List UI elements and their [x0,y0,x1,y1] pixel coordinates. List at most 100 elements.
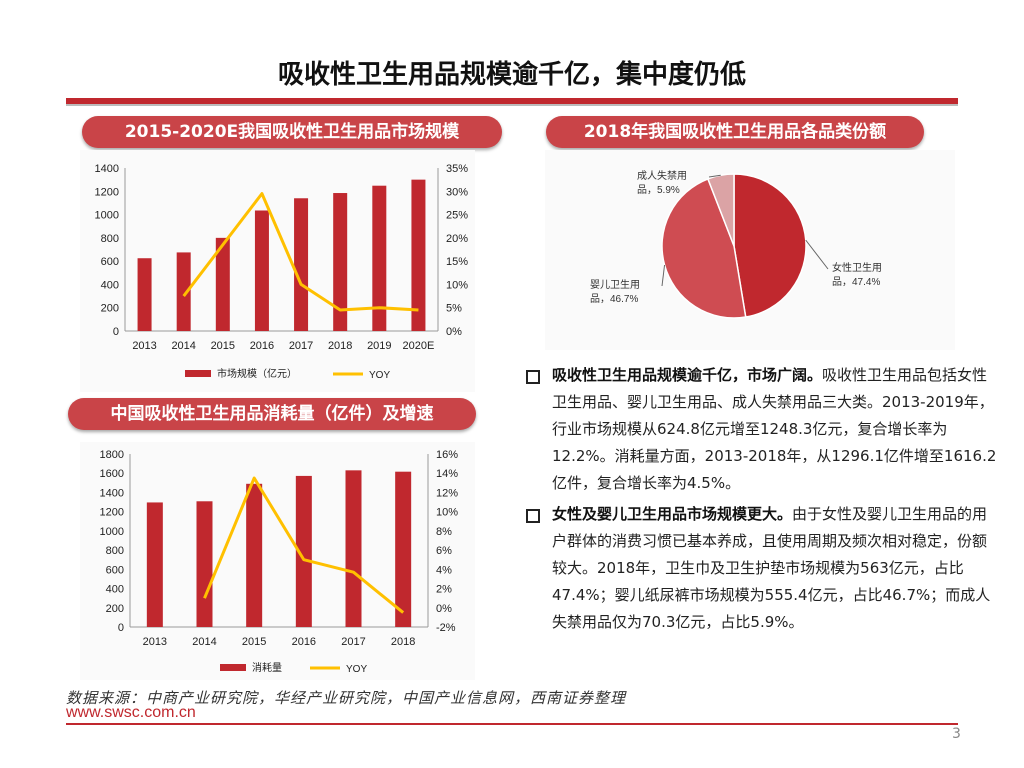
x-axis-tick-label: 2020E [403,340,435,352]
right-axis-tick-label: 2% [436,584,452,596]
chart2-title-badge: 中国吸收性卫生用品消耗量（亿件）及增速 [68,398,476,430]
x-axis-tick-label: 2014 [192,636,216,648]
left-axis-tick-label: 1400 [100,487,124,499]
right-axis-tick-label: 20% [446,233,468,245]
yoy-line [203,476,405,614]
pie-label-line2: 品，5.9% [637,184,680,196]
legend-bar-swatch [220,664,246,671]
right-axis-tick-label: 4% [436,564,452,576]
bar-2018 [395,471,412,627]
x-axis-tick-label: 2013 [143,636,167,648]
bullet-text: 由于女性及婴儿卫生用品的用户群体的消费习惯已基本养成，且使用周期及频次相对稳定，… [552,505,991,631]
bullet-heading: 吸收性卫生用品规模逾千亿，市场广阔。 [552,366,823,384]
yoy-line [182,192,419,312]
left-axis-tick-label: 1400 [95,163,119,175]
left-axis-tick-label: 1000 [95,210,119,222]
left-axis-tick-label: 600 [106,564,124,576]
pie-slice-女性卫生用品 [733,173,807,318]
bar-2016 [254,210,269,331]
page-title: 吸收性卫生用品规模逾千亿，集中度仍低 [277,60,746,90]
bar-2017 [294,198,309,331]
left-axis-tick-label: 400 [106,584,124,596]
page-number: 3 [952,726,961,742]
pie-leader-line [661,264,666,287]
right-axis-tick-label: 12% [436,487,458,499]
bar-2017 [345,470,362,627]
title-divider [66,98,958,104]
chart2-panel: 0 200 400 600 800 1000 1200 1400 1600 1800 -2% 0% 2%… [80,442,475,680]
legend-bar-label: 市场规模（亿元） [217,367,297,380]
right-axis-tick-label: 15% [446,256,468,268]
left-axis-tick-label: 1000 [100,526,124,538]
x-axis-tick-label: 2014 [171,340,195,352]
x-axis-tick-label: 2018 [391,636,415,648]
bar-2015 [215,237,230,331]
bar-2018 [333,193,348,331]
bullet-heading: 女性及婴儿卫生用品市场规模更大。 [552,505,793,523]
chart3-title-badge: 2018年我国吸收性卫生用品各品类份额 [546,116,924,148]
left-axis-tick-label: 0 [113,326,119,338]
legend-bar-swatch [185,370,211,377]
x-axis-tick-label: 2016 [292,636,316,648]
left-axis-tick-label: 200 [101,303,119,315]
left-axis-tick-label: 1600 [100,468,124,480]
right-axis-tick-label: 5% [446,303,462,315]
left-axis-tick-label: 800 [101,233,119,245]
right-axis-tick-label: 35% [446,163,468,175]
left-axis-tick-label: 400 [101,279,119,291]
x-axis-tick-label: 2015 [242,636,266,648]
right-axis-tick-label: 16% [436,449,458,461]
pie-label-line2: 品，47.4% [832,276,880,288]
website-link[interactable]: www.swsc.com.cn [66,704,196,721]
right-axis-tick-label: 25% [446,210,468,222]
left-axis-tick-label: 600 [101,256,119,268]
bar-2020E [411,179,426,331]
bullet-category-share: 女性及婴儿卫生用品市场规模更大。由于女性及婴儿卫生用品的用户群体的消费习惯已基本… [520,501,1000,636]
x-axis-tick-label: 2018 [328,340,352,352]
bullet-square-icon [526,370,540,384]
x-axis-tick-label: 2015 [211,340,235,352]
pie-label-line1: 女性卫生用 [832,261,882,274]
right-axis-tick-label: 30% [446,186,468,198]
bar-2013 [146,502,163,627]
right-axis-tick-label: 0% [436,603,452,615]
bar-2019 [372,185,387,331]
pie-label-line1: 婴儿卫生用 [590,278,640,291]
pie-slice-婴儿卫生用品 [661,177,747,319]
right-axis-tick-label: 14% [436,468,458,480]
legend-line-label: YOY [369,370,390,381]
x-axis-tick-label: 2016 [250,340,274,352]
bar-2014 [176,252,191,331]
left-axis-tick-label: 800 [106,545,124,557]
x-axis-tick-label: 2013 [132,340,156,352]
right-axis-tick-label: -2% [436,622,456,634]
x-axis-tick-label: 2019 [367,340,391,352]
left-axis-tick-label: 200 [106,603,124,615]
footer-divider [66,723,958,725]
right-axis-tick-label: 6% [436,545,452,557]
bar-2014 [196,501,213,627]
analysis-bullets: 吸收性卫生用品规模逾千亿，市场广阔。吸收性卫生用品包括女性卫生用品、婴儿卫生用品… [520,362,1000,640]
legend-line-label: YOY [346,664,367,675]
pie-label-line2: 品，46.7% [590,293,638,305]
chart3-panel: 女性卫生用品，47.4% 婴儿卫生用品，46.7% 成人失禁用品，5.9% [545,150,955,350]
left-axis-tick-label: 0 [118,622,124,634]
left-axis-tick-label: 1200 [95,186,119,198]
pie-label-line1: 成人失禁用 [637,169,687,182]
pie-leader-line [805,239,829,270]
chart1-title-badge: 2015-2020E我国吸收性卫生用品市场规模 [82,116,502,148]
bar-2013 [137,258,152,331]
legend-bar-label: 消耗量 [252,661,282,674]
bar-2015 [246,483,263,627]
bullet-market-scale: 吸收性卫生用品规模逾千亿，市场广阔。吸收性卫生用品包括女性卫生用品、婴儿卫生用品… [520,362,1000,497]
bar-2016 [295,475,312,627]
bullet-square-icon [526,509,540,523]
data-source-note: 数据来源：中商产业研究院，华经产业研究院，中国产业信息网，西南证券整理 [66,689,627,707]
left-axis-tick-label: 1800 [100,449,124,461]
x-axis-tick-label: 2017 [289,340,313,352]
chart1-panel: 0 200 400 600 800 1000 1200 1400 0% 5% 10% 15% 20% 25… [80,150,475,392]
consumption-chart: 0 200 400 600 800 1000 1200 1400 1600 1800 -2% 0% 2%… [100,449,459,675]
right-axis-tick-label: 10% [436,507,458,519]
left-axis-tick-label: 1200 [100,507,124,519]
bullet-text: 吸收性卫生用品包括女性卫生用品、婴儿卫生用品、成人失禁用品三大类。2013-20… [552,366,997,492]
